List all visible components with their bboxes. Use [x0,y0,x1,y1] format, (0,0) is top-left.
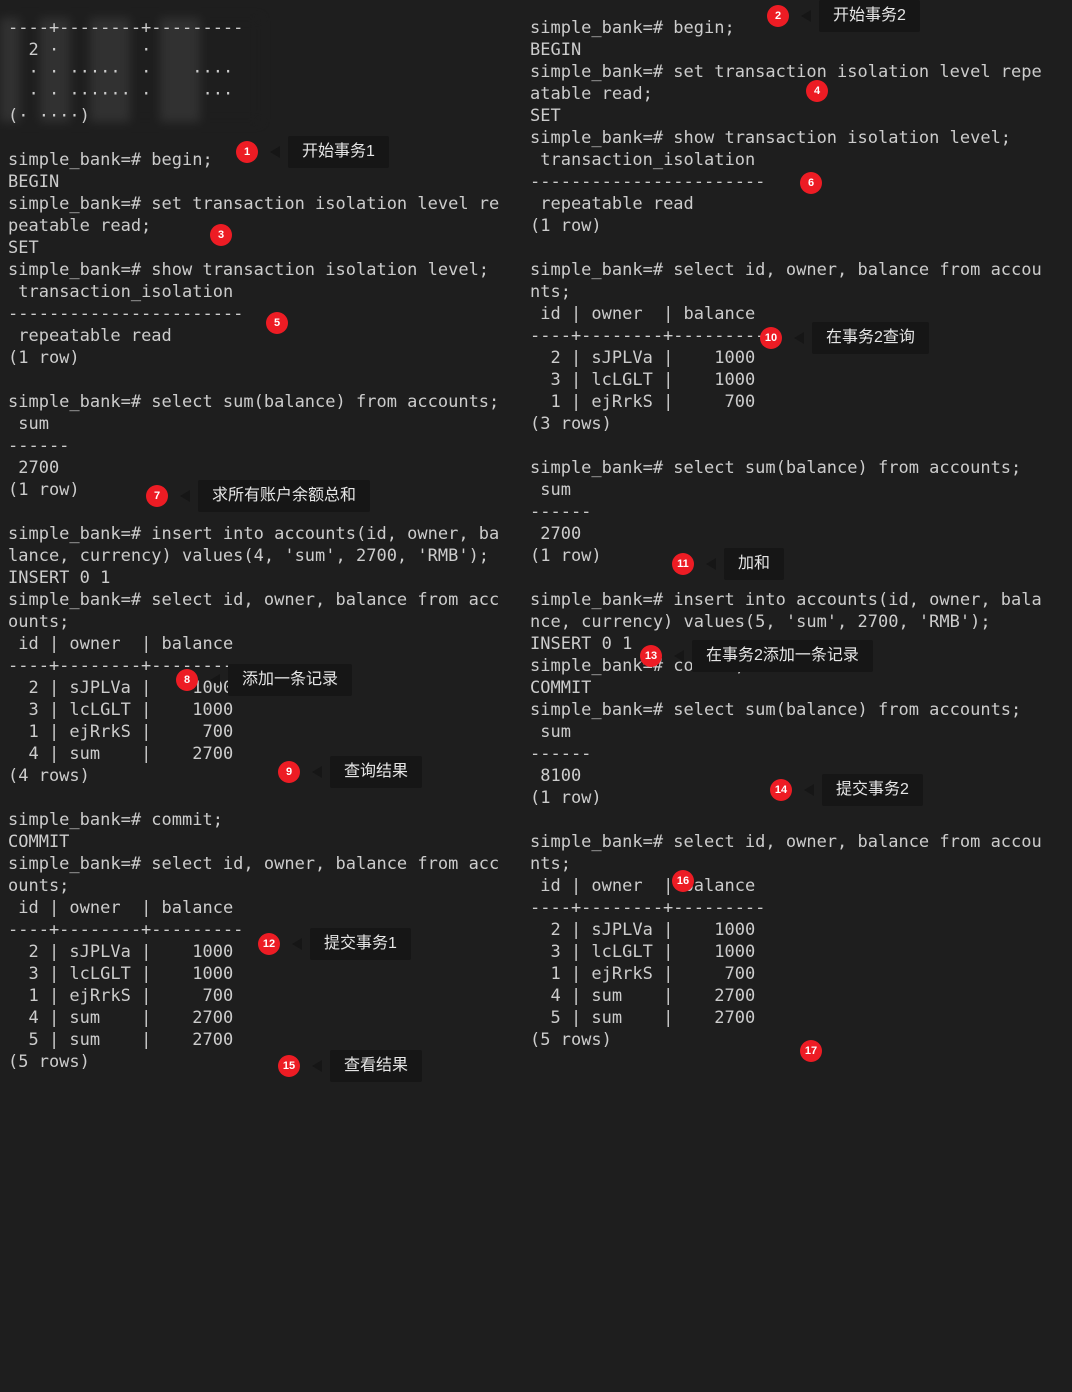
terminal-comparison-canvas: ----+--------+--------- 2 · · · · ····· … [0,0,1072,1392]
terminal-pane-right: simple_bank=# begin; BEGIN simple_bank=#… [530,17,1050,1051]
terminal-pane-left: ----+--------+--------- 2 · · · · ····· … [8,17,508,1073]
